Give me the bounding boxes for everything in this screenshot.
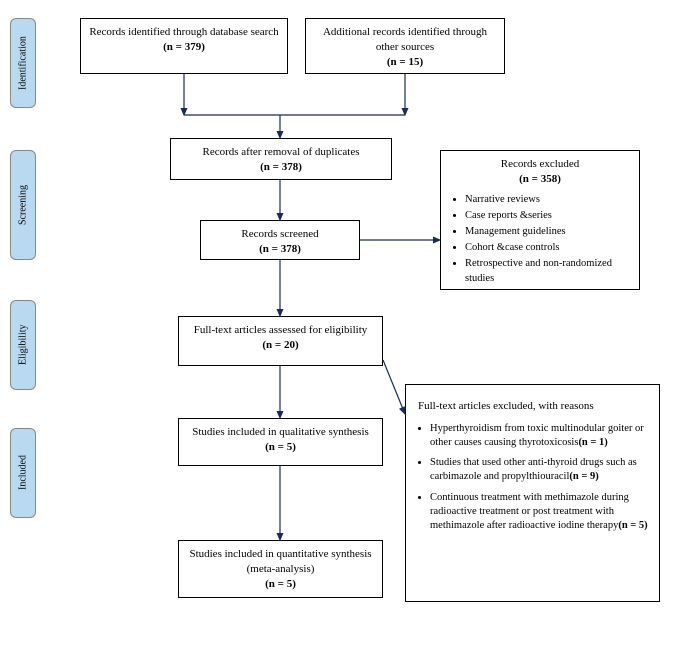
box-text: Records excluded	[501, 158, 580, 170]
box-text: Studies included in quantitative synthes…	[187, 547, 374, 577]
box-fulltext: Full-text articles assessed for eligibil…	[178, 316, 383, 366]
exclusion-item: Retrospective and non-randomized studies	[465, 257, 631, 285]
exclusion-item: Management guidelines	[465, 225, 631, 239]
box-excluded-screening: Records excluded (n = 358) Narrative rev…	[440, 150, 640, 290]
exclusion-item: Narrative reviews	[465, 193, 631, 207]
box-n: (n = 358)	[519, 173, 561, 185]
exclusion-item-n: (n = 1)	[578, 437, 607, 448]
stage-identification: Identification	[10, 18, 36, 108]
box-n: (n = 5)	[187, 577, 374, 592]
box-text: Studies included in qualitative synthesi…	[187, 425, 374, 440]
exclusion-item-n: (n = 5)	[618, 520, 647, 531]
stage-screening: Screening	[10, 150, 36, 260]
stage-label-text: Identification	[18, 36, 29, 90]
box-screened: Records screened (n = 378)	[200, 220, 360, 260]
box-db-search: Records identified through database sear…	[80, 18, 288, 74]
box-text: Records screened	[209, 227, 351, 242]
exclusion-list: Narrative reviews Case reports &series Man…	[465, 193, 631, 286]
box-n: (n = 378)	[209, 242, 351, 257]
box-quantitative: Studies included in quantitative synthes…	[178, 540, 383, 598]
exclusion-item: Case reports &series	[465, 209, 631, 223]
box-text: Full-text articles assessed for eligibil…	[187, 323, 374, 338]
box-qualitative: Studies included in qualitative synthesi…	[178, 418, 383, 466]
stage-eligibility: Eligibility	[10, 300, 36, 390]
stage-included: Included	[10, 428, 36, 518]
exclusion-item: Studies that used other anti-thyroid dru…	[430, 456, 651, 484]
box-n: (n = 379)	[89, 40, 279, 55]
box-n: (n = 378)	[179, 160, 383, 175]
exclusion-item: Cohort &case controls	[465, 241, 631, 255]
box-text: Additional records identified through ot…	[314, 25, 496, 55]
box-n: (n = 15)	[314, 55, 496, 70]
exclusion-item: Continuous treatment with methimazole du…	[430, 491, 651, 534]
box-other-sources: Additional records identified through ot…	[305, 18, 505, 74]
box-excluded-fulltext: Full-text articles excluded, with reason…	[405, 384, 660, 602]
box-dedup: Records after removal of duplicates (n =…	[170, 138, 392, 180]
box-n: (n = 20)	[187, 338, 374, 353]
box-n: (n = 5)	[187, 440, 374, 455]
stage-label-text: Screening	[18, 185, 29, 225]
stage-label-text: Included	[18, 456, 29, 491]
box-text: Records after removal of duplicates	[179, 145, 383, 160]
box-text: Full-text articles excluded, with reason…	[418, 400, 594, 412]
exclusion-list: Hyperthyroidism from toxic multinodular …	[430, 422, 651, 533]
stage-label-text: Eligibility	[18, 325, 29, 366]
exclusion-item: Hyperthyroidism from toxic multinodular …	[430, 422, 651, 450]
box-text: Records identified through database sear…	[89, 25, 279, 40]
exclusion-item-n: (n = 9)	[569, 471, 598, 482]
